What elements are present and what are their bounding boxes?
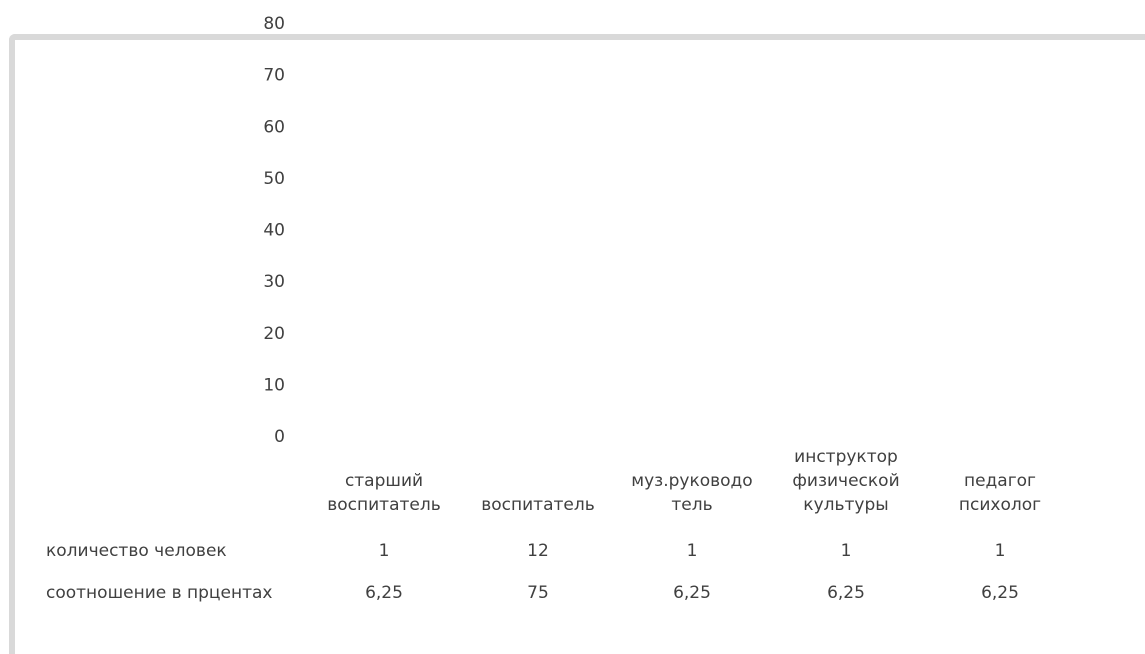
- y-axis-ticks: 0 10 20 30 40 50 60 70 80: [263, 14, 285, 447]
- table-row: соотношение в прцентах 6,25 75 6,25 6,25 6,25: [46, 583, 1019, 603]
- data-table: количество человек 1 12 1 1 1 соотношение в пр…: [46, 541, 1019, 603]
- y-tick-label: 50: [263, 169, 285, 189]
- category-label: тель: [671, 495, 712, 515]
- y-tick-label: 60: [263, 117, 285, 137]
- table-cell-value: 6,25: [981, 583, 1019, 603]
- table-row: количество человек 1 12 1 1 1: [46, 541, 1005, 561]
- table-cell-value: 6,25: [673, 583, 711, 603]
- category-label: воспитатель: [327, 495, 441, 515]
- table-cell-value: 1: [995, 541, 1006, 561]
- series-name: соотношение в прцентах: [46, 583, 272, 603]
- y-tick-label: 0: [274, 427, 285, 447]
- table-cell-value: 1: [841, 541, 852, 561]
- table-cell-value: 1: [379, 541, 390, 561]
- table-cell-value: 1: [687, 541, 698, 561]
- y-tick-label: 10: [263, 375, 285, 395]
- chart-area-frame: [9, 34, 1145, 654]
- table-cell-value: 6,25: [827, 583, 865, 603]
- table-cell-value: 6,25: [365, 583, 403, 603]
- category-label: психолог: [959, 495, 1041, 515]
- y-tick-label: 40: [263, 221, 285, 241]
- category-label: инструктор: [794, 447, 898, 467]
- category-label: старший: [345, 471, 423, 491]
- category-label: воспитатель: [481, 495, 595, 515]
- y-tick-label: 20: [263, 324, 285, 344]
- series-name: количество человек: [46, 541, 227, 561]
- category-label: педагог: [964, 471, 1036, 491]
- y-tick-label: 70: [263, 66, 285, 86]
- table-cell-value: 75: [527, 583, 549, 603]
- category-label: культуры: [803, 495, 888, 515]
- x-axis-categories: старший воспитатель воспитатель муз.руковод…: [327, 447, 1041, 515]
- table-cell-value: 12: [527, 541, 549, 561]
- category-label: муз.руководо: [631, 471, 752, 491]
- category-label: физической: [792, 471, 899, 491]
- y-tick-label: 80: [263, 14, 285, 34]
- y-tick-label: 30: [263, 272, 285, 292]
